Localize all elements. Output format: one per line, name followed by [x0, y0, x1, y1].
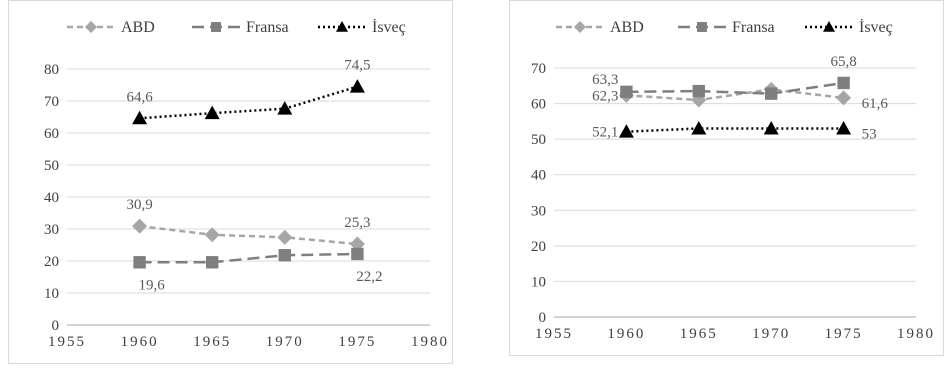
left-xtick-label: 1965 [193, 334, 231, 350]
left-ytick-label: 20 [44, 254, 59, 270]
left-data-label: 25,3 [344, 215, 370, 231]
left-triangle-marker [132, 110, 148, 125]
left-square-marker [351, 247, 364, 261]
chart-left: 0 10 20 30 40 50 60 70 80 1955 1960 1965 1970 1975 198… [8, 0, 453, 364]
right-xtick-label: 1975 [825, 326, 863, 342]
left-square-marker [278, 249, 291, 262]
left-data-label: 30,9 [126, 197, 152, 213]
right-legend-triangle-marker [823, 21, 835, 32]
chart-right-svg: 0 10 20 30 40 50 60 70 1955 1960 1965 1970 1975 1980 6… [531, 18, 935, 342]
left-diamond-marker [132, 218, 148, 234]
right-ytick-label: 70 [531, 61, 546, 77]
right-square-marker [837, 76, 850, 90]
left-ytick-label: 70 [44, 94, 59, 110]
right-legend-label: İsveç [859, 18, 893, 36]
right-xtick-label: 1960 [607, 326, 645, 342]
chart-right: 0 10 20 30 40 50 60 70 1955 1960 1965 1970 1975 1980 6… [509, 0, 944, 356]
left-ytick-label: 10 [44, 286, 59, 302]
right-triangle-marker [618, 124, 634, 138]
left-triangle-marker [349, 79, 365, 93]
right-xtick-label: 1970 [752, 326, 790, 342]
right-data-label: 62,3 [592, 88, 618, 104]
chart-left-svg: 0 10 20 30 40 50 60 70 80 1955 1960 1965 1970 1975 198… [44, 18, 449, 350]
left-ytick-label: 50 [44, 158, 59, 174]
left-xtick-label: 1975 [338, 334, 376, 350]
right-series-line [626, 88, 844, 102]
right-ytick-label: 30 [531, 203, 546, 219]
left-square-marker [133, 256, 146, 269]
right-data-label: 61,6 [862, 96, 889, 112]
right-ytick-label: 50 [531, 132, 546, 148]
right-series-line [626, 81, 844, 95]
left-diamond-marker [204, 227, 220, 243]
left-legend-triangle-marker [336, 21, 348, 32]
left-data-label: 74,5 [344, 58, 370, 74]
right-square-marker [765, 87, 778, 100]
left-series-line [139, 224, 358, 246]
right-xtick-label: 1965 [680, 326, 718, 342]
left-legend-label: ABD [121, 19, 155, 36]
right-xtick-label: 1955 [535, 326, 573, 342]
left-ytick-label: 40 [44, 190, 59, 206]
right-series-line [626, 127, 844, 133]
left-series-line [139, 85, 358, 120]
right-ytick-label: 0 [539, 310, 547, 326]
right-square-marker [620, 85, 633, 99]
right-ytick-label: 60 [531, 97, 546, 113]
right-legend-square-marker [697, 22, 707, 32]
right-ytick-label: 40 [531, 168, 546, 184]
right-square-marker [692, 84, 705, 98]
right-ytick-label: 20 [531, 239, 546, 255]
right-data-label: 63,3 [592, 72, 618, 88]
right-triangle-marker [836, 120, 852, 135]
left-legend-diamond-marker [85, 21, 97, 33]
left-ytick-label: 80 [44, 62, 59, 78]
left-triangle-marker [277, 101, 293, 115]
left-xtick-label: 1955 [48, 334, 86, 350]
left-data-label: 64,6 [126, 89, 153, 105]
left-data-label: 19,6 [138, 277, 165, 293]
right-legend-label: Fransa [732, 19, 775, 36]
left-legend-label: Fransa [246, 19, 289, 36]
right-data-label: 52,1 [592, 125, 618, 141]
left-diamond-marker [277, 229, 293, 245]
left-ytick-label: 30 [44, 222, 59, 238]
right-data-label: 53 [862, 126, 877, 142]
right-triangle-marker [763, 120, 779, 135]
left-xtick-label: 1960 [121, 334, 159, 350]
left-ytick-label: 0 [52, 318, 60, 334]
left-square-marker [206, 256, 219, 269]
left-ytick-label: 60 [44, 126, 59, 142]
right-data-label: 65,8 [830, 54, 856, 70]
right-legend-diamond-marker [574, 21, 586, 33]
left-legend-label: İsveç [372, 18, 406, 36]
left-triangle-marker [204, 105, 220, 120]
left-xtick-label: 1970 [266, 334, 304, 350]
right-triangle-marker [691, 120, 707, 135]
left-legend-square-marker [211, 22, 221, 32]
left-xtick-label: 1980 [411, 334, 449, 350]
right-legend-label: ABD [610, 19, 644, 36]
right-diamond-marker [836, 90, 852, 106]
right-ytick-label: 10 [531, 274, 546, 290]
left-series-line [139, 252, 358, 264]
left-data-label: 22,2 [356, 269, 382, 285]
right-xtick-label: 1980 [897, 326, 935, 342]
